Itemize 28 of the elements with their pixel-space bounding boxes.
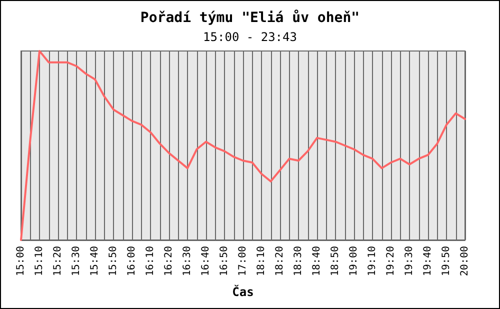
x-tick-label: 15:40	[90, 246, 100, 276]
x-tick-label: 19:50	[441, 246, 452, 276]
x-tick-label: 19:20	[386, 246, 396, 276]
x-tick-label: 15:10	[34, 246, 45, 276]
x-tick-label: 16:30	[182, 246, 193, 276]
x-tick-label: 15:00	[16, 246, 26, 276]
chart-subtitle: 15:00 - 23:43	[203, 30, 297, 44]
x-tick-label: 16:20	[164, 246, 174, 276]
x-tick-label: 15:20	[52, 246, 64, 276]
x-tick-label: 18:20	[274, 246, 286, 276]
x-tick-label: 16:00	[126, 246, 138, 276]
x-tick-label: 15:30	[71, 246, 82, 276]
x-tick-label: 15:50	[108, 246, 119, 276]
x-axis-title: Čas	[232, 284, 254, 299]
x-tick-label: 16:50	[219, 246, 230, 276]
x-tick-label: 17:00	[238, 246, 248, 276]
x-tick-label: 16:40	[200, 246, 212, 276]
x-tick-label: 19:10	[367, 246, 378, 276]
x-tick-label: 19:30	[404, 246, 415, 276]
chart-title: Pořadí týmu "Eliá ův oheň"	[140, 9, 360, 26]
x-tick-label: 19:40	[422, 246, 434, 276]
x-tick-label: 18:10	[256, 246, 267, 276]
x-tick-label: 18:30	[293, 246, 304, 276]
x-tick-label: 18:40	[312, 246, 322, 276]
x-tick-label: 20:00	[460, 246, 470, 276]
x-tick-label: 18:50	[330, 246, 341, 276]
x-tick-label: 19:00	[348, 246, 360, 276]
x-tick-label: 16:10	[145, 246, 156, 276]
